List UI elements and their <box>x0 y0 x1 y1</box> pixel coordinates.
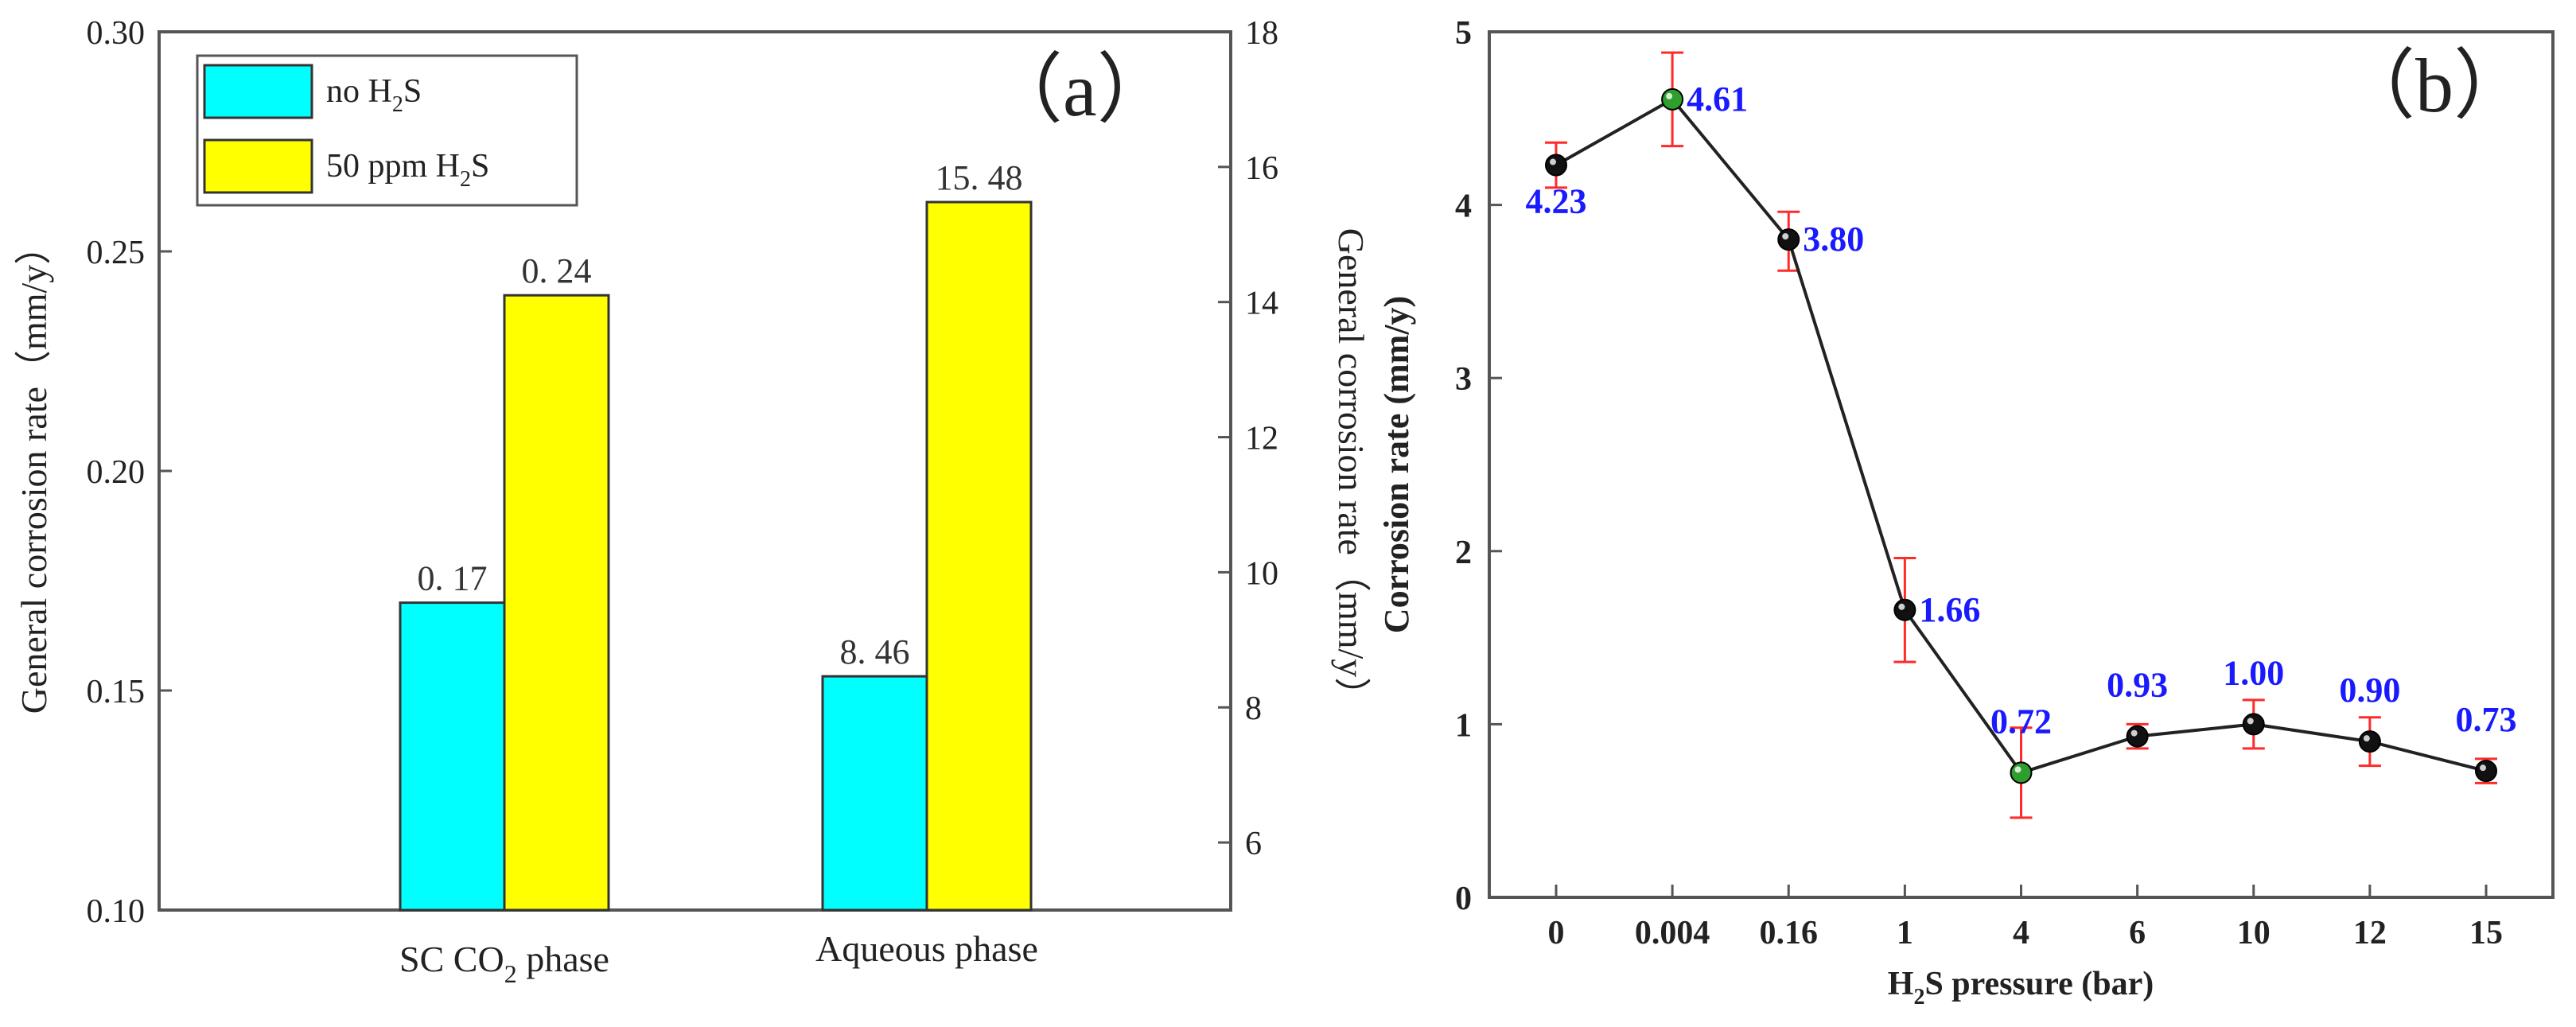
x-tick-label: 4 <box>2013 915 2029 951</box>
left-tick-label: 0.25 <box>87 235 146 271</box>
y-tick-label: 0 <box>1455 881 1472 917</box>
right-tick-label: 14 <box>1245 286 1278 322</box>
category-label-sc-co2: SC CO2 phase <box>399 939 609 988</box>
right-tick-label: 12 <box>1245 421 1278 457</box>
bar-value-label: 8. 46 <box>840 632 910 671</box>
data-point-highlight <box>1898 603 1905 610</box>
legend-label-no-h2s: no H2S <box>326 73 422 117</box>
data-point-highlight <box>2014 766 2021 773</box>
value-label: 0.72 <box>1990 702 2052 741</box>
y-tick-label: 1 <box>1455 707 1472 744</box>
data-point <box>1661 88 1684 111</box>
x-tick-label: 0.004 <box>1635 915 1710 951</box>
data-point <box>1893 598 1916 621</box>
data-point <box>1545 154 1567 177</box>
value-label: 0.90 <box>2339 671 2400 710</box>
data-point <box>2010 761 2033 784</box>
data-point-highlight <box>2130 729 2138 737</box>
panel-b-y-axis-ticks: 0 1 2 3 4 5 <box>1455 15 1502 917</box>
data-point-highlight <box>2480 764 2486 772</box>
value-label: 0.93 <box>2107 666 2168 705</box>
legend-label-50ppm-h2s: 50 ppm H2S <box>326 148 489 192</box>
right-tick-label: 10 <box>1245 555 1278 592</box>
panel-a-label: （a） <box>986 47 1173 132</box>
value-label: 1.00 <box>2223 653 2284 692</box>
right-tick-label: 8 <box>1245 691 1262 727</box>
x-tick-label: 6 <box>2129 915 2146 951</box>
left-tick-label: 0.10 <box>87 893 146 930</box>
x-tick-label: 15 <box>2469 915 2503 951</box>
right-axis-title: General corrosion rate（mm/y） <box>1331 228 1372 714</box>
panel-b-y-axis-title: Corrosion rate (mm/y) <box>1377 296 1416 633</box>
data-point <box>2242 713 2265 736</box>
data-point-highlight <box>1782 233 1789 240</box>
x-tick-label: 12 <box>2353 915 2387 951</box>
x-tick-label: 0 <box>1548 915 1565 951</box>
y-tick-label: 2 <box>1455 535 1472 571</box>
value-label: 4.61 <box>1687 80 1748 119</box>
data-point <box>2126 725 2149 748</box>
data-point <box>2475 760 2497 783</box>
x-tick-label: 1 <box>1897 915 1913 951</box>
x-tick-label: 0.16 <box>1760 915 1819 951</box>
right-tick-label: 18 <box>1245 15 1278 52</box>
x-tick-label: 10 <box>2237 915 2271 951</box>
panel-b-x-axis-ticks: 0 0.004 0.16 1 4 6 10 12 15 <box>1548 885 2503 951</box>
panel-a-left-axis-ticks: 0.10 0.15 0.20 0.25 0.30 <box>87 15 172 930</box>
bar <box>821 675 928 912</box>
value-label: 3.80 <box>1803 220 1864 259</box>
bar <box>503 294 610 912</box>
panel-a-bars: 0. 17 0. 24 8. 46 15. 48 <box>399 158 1033 912</box>
right-tick-label: 16 <box>1245 150 1278 187</box>
data-point-highlight <box>1666 92 1673 99</box>
data-point <box>1777 228 1800 251</box>
y-tick-label: 5 <box>1455 15 1472 52</box>
category-label-aqueous: Aqueous phase <box>815 928 1038 969</box>
legend-swatch-no-h2s <box>203 64 313 119</box>
bar-value-label: 0. 24 <box>522 251 592 290</box>
data-point <box>2358 730 2381 753</box>
y-tick-label: 3 <box>1455 361 1472 398</box>
bar-value-label: 0. 17 <box>418 559 488 598</box>
data-point-highlight <box>1550 158 1556 165</box>
value-label: 1.66 <box>1919 590 1980 629</box>
right-tick-label: 6 <box>1245 826 1262 862</box>
bar <box>399 601 506 912</box>
legend-swatch-50ppm-h2s <box>203 138 313 194</box>
bar <box>925 200 1033 912</box>
panel-b-data-points <box>1545 88 2497 784</box>
panel-b-label: （b） <box>2339 43 2530 128</box>
value-label: 0.73 <box>2456 700 2517 739</box>
left-tick-label: 0.15 <box>87 674 146 710</box>
data-point-highlight <box>2363 735 2370 742</box>
panel-b-x-axis-title: H2S pressure (bar) <box>1888 966 2154 1009</box>
left-tick-label: 0.20 <box>87 454 146 491</box>
y-tick-label: 4 <box>1455 189 1472 225</box>
left-axis-title: General corrosion rate（mm/y） <box>14 228 54 714</box>
panel-a-legend: no H2S 50 ppm H2S <box>196 54 578 207</box>
left-tick-label: 0.30 <box>87 15 146 52</box>
panel-a-right-axis-ticks: 6 8 10 12 14 16 18 <box>1218 15 1278 862</box>
bar-value-label: 15. 48 <box>936 158 1023 197</box>
panel-b-value-labels: 4.23 4.61 3.80 1.66 0.72 0.93 1.00 0.90 0.73 <box>1526 80 2517 741</box>
data-point-highlight <box>2247 718 2254 725</box>
value-label: 4.23 <box>1526 182 1587 221</box>
